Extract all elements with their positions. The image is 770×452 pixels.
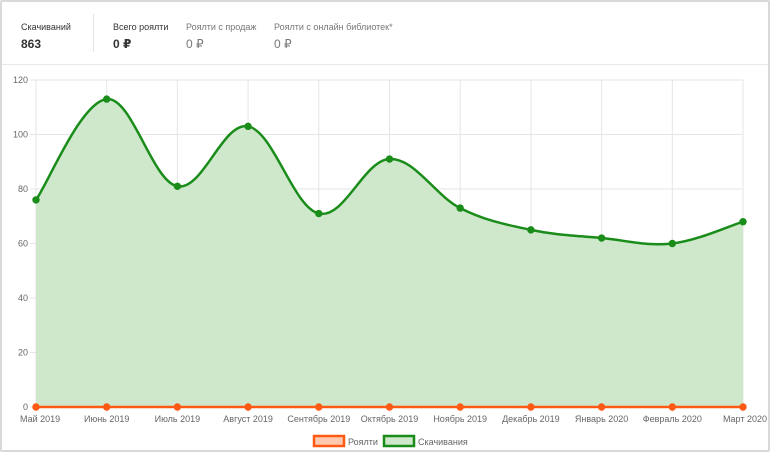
y-axis: 0 20 40 60 80 100 120 [13, 75, 28, 412]
data-point [244, 122, 252, 131]
data-point [527, 403, 535, 411]
stat-label: Роялти с продаж [186, 22, 257, 32]
data-point [597, 234, 606, 242]
legend-label: Роялти [348, 437, 378, 447]
stat-value: 0 ₽ [186, 37, 204, 51]
data-point [315, 209, 323, 218]
legend-label: Скачивания [418, 437, 468, 447]
data-point [173, 182, 182, 190]
data-point [385, 155, 394, 163]
stat-downloads: Скачиваний 863 [21, 22, 71, 51]
y-tick-label: 60 [18, 239, 28, 249]
x-tick-label: Июнь 2019 [84, 414, 129, 424]
y-tick-label: 100 [13, 130, 28, 140]
data-point [527, 226, 535, 234]
data-point [668, 403, 676, 411]
data-point [597, 403, 606, 411]
x-tick-label: Август 2019 [223, 414, 273, 424]
x-tick-label: Ноябрь 2019 [433, 414, 487, 424]
data-point [32, 403, 40, 411]
data-point [739, 218, 747, 226]
stats-header: Скачиваний 863 Всего роялти 0 ₽ Роялти с… [2, 2, 768, 62]
x-tick-label: Март 2020 [723, 414, 767, 424]
stat-library-royalty: Роялти с онлайн библиотек* 0 ₽ [274, 22, 393, 51]
stat-value: 0 ₽ [113, 37, 132, 51]
legend-item: Роялти [312, 434, 378, 448]
legend-swatch [312, 434, 346, 448]
stat-value: 0 ₽ [274, 37, 292, 51]
data-point [244, 403, 252, 411]
x-tick-label: Сентябрь 2019 [287, 414, 350, 424]
y-tick-label: 40 [18, 293, 28, 303]
data-point [32, 196, 40, 204]
legend-item: Скачивания [382, 434, 468, 448]
y-tick-label: 120 [13, 75, 28, 85]
data-point [739, 403, 747, 411]
x-tick-label: Октябрь 2019 [361, 414, 418, 424]
divider [2, 64, 768, 65]
data-point [456, 204, 464, 212]
y-tick-label: 20 [18, 348, 28, 358]
data-point [385, 403, 394, 411]
data-point [173, 403, 182, 411]
data-point [315, 403, 323, 411]
stat-label: Скачиваний [21, 22, 71, 32]
series-area [36, 99, 743, 407]
data-point [668, 239, 676, 248]
y-tick-label: 0 [23, 402, 28, 412]
x-tick-label: Июль 2019 [155, 414, 200, 424]
x-tick-label: Май 2019 [20, 414, 60, 424]
legend-swatch [382, 434, 416, 448]
chart-legend: Роялти Скачивания [312, 434, 468, 448]
x-tick-label: Январь 2020 [575, 414, 628, 424]
chart-series [32, 95, 747, 411]
y-tick-label: 80 [18, 184, 28, 194]
stat-label: Роялти с онлайн библиотек* [274, 22, 393, 32]
stat-value: 863 [21, 37, 42, 51]
stat-label: Всего роялти [113, 22, 169, 32]
divider [93, 14, 94, 52]
stat-sales-royalty: Роялти с продаж 0 ₽ [186, 22, 256, 51]
data-point [103, 95, 111, 103]
stat-total-royalty: Всего роялти 0 ₽ [113, 22, 168, 51]
data-point [103, 403, 111, 411]
x-tick-label: Февраль 2020 [643, 414, 702, 424]
x-tick-label: Декабрь 2019 [502, 414, 560, 424]
data-point [456, 403, 464, 411]
x-axis: Май 2019 Июнь 2019 Июль 2019 Август 2019 Сен… [20, 414, 767, 424]
